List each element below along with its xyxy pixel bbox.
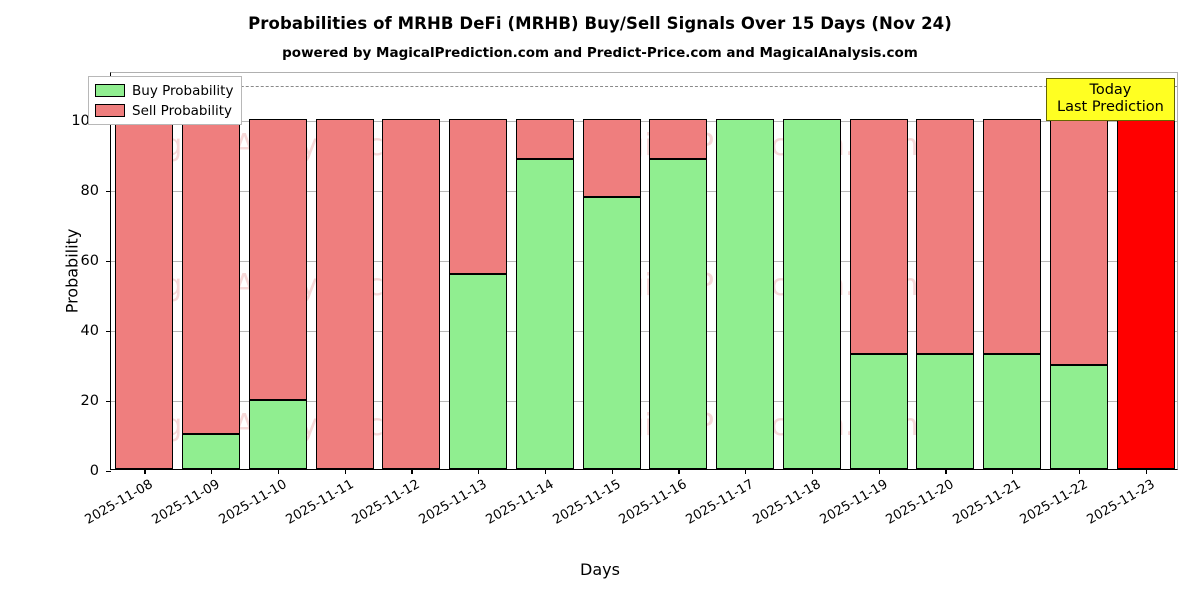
x-tick-mark [211, 469, 213, 474]
bar-column[interactable] [182, 71, 241, 469]
chart-legend: Buy Probability Sell Probability [88, 76, 243, 125]
chart-title: Probabilities of MRHB DeFi (MRHB) Buy/Se… [248, 14, 952, 33]
legend-item[interactable]: Sell Probability [95, 102, 233, 119]
y-tick-mark [106, 331, 111, 333]
x-tick-mark [811, 469, 814, 474]
bar-segment-sell[interactable] [315, 119, 374, 469]
y-tick-label: 40 [80, 323, 99, 339]
legend-swatch-icon [95, 104, 125, 117]
gridline-60 [111, 261, 1177, 262]
today-annotation: Today Last Prediction [1046, 78, 1175, 122]
bars-layer [111, 73, 1177, 469]
plot-area: MagicalAnalysis.comMagicalPrediction.com… [63, 72, 1178, 528]
x-tick-mark [277, 469, 280, 474]
last-prediction-label: Last Prediction [1057, 99, 1164, 116]
gridline-20 [111, 401, 1177, 402]
chart-subtitle: powered by MagicalPrediction.com and Pre… [282, 45, 918, 61]
bar-segment-sell[interactable] [115, 119, 174, 469]
bar-segment-buy[interactable] [248, 400, 307, 469]
bar-segment-buy[interactable] [782, 119, 841, 469]
legend-item[interactable]: Buy Probability [95, 82, 233, 99]
upper-limit-dashed-line [111, 86, 1177, 87]
bar-column[interactable] [1049, 71, 1108, 469]
bar-column[interactable] [782, 71, 841, 469]
bar-column[interactable] [248, 71, 307, 469]
bar-column[interactable] [649, 71, 708, 469]
bar-column[interactable] [716, 71, 775, 469]
x-tick-mark [1145, 469, 1147, 474]
bar-segment-buy[interactable] [716, 119, 775, 469]
legend-label: Buy Probability [132, 82, 234, 99]
y-tick-mark [106, 401, 111, 403]
y-axis-label: Probability [62, 228, 82, 314]
x-tick-mark [411, 469, 413, 474]
bar-column[interactable] [382, 71, 441, 469]
bar-segment-buy[interactable] [916, 354, 975, 469]
bar-segment-sell[interactable] [916, 119, 975, 355]
bar-column[interactable] [983, 71, 1042, 469]
bar-segment-buy[interactable] [849, 354, 908, 469]
bar-segment-buy[interactable] [182, 434, 241, 469]
x-tick-mark [1012, 469, 1014, 474]
bar-column[interactable] [1116, 71, 1175, 469]
bar-segment-sell[interactable] [649, 119, 708, 160]
x-tick-mark [745, 469, 747, 474]
bar-segment-today[interactable] [1116, 119, 1175, 469]
x-tick-mark [611, 469, 613, 474]
bar-column[interactable] [916, 71, 975, 469]
bar-segment-sell[interactable] [515, 119, 574, 160]
x-axis-label: Days [580, 560, 620, 579]
bar-segment-sell[interactable] [849, 119, 908, 355]
bar-segment-sell[interactable] [1049, 119, 1108, 366]
x-tick-mark [878, 469, 880, 474]
x-tick-mark [544, 469, 547, 474]
legend-label: Sell Probability [132, 102, 233, 119]
y-tick-mark [106, 261, 111, 263]
bar-segment-sell[interactable] [182, 119, 241, 434]
bar-segment-buy[interactable] [1049, 365, 1108, 469]
bar-segment-buy[interactable] [449, 274, 508, 469]
bar-column[interactable] [582, 71, 641, 469]
gridline-80 [111, 191, 1177, 192]
x-tick-mark [344, 469, 346, 474]
bar-segment-buy[interactable] [515, 159, 574, 469]
bar-segment-buy[interactable] [582, 197, 641, 469]
bar-segment-buy[interactable] [983, 354, 1042, 469]
x-tick-mark [945, 469, 947, 474]
today-label: Today [1089, 82, 1132, 98]
bar-column[interactable] [849, 71, 908, 469]
y-tick-label: 80 [80, 183, 99, 199]
bar-segment-sell[interactable] [449, 119, 508, 275]
x-tick-mark [1078, 469, 1081, 474]
bar-column[interactable] [515, 71, 574, 469]
bar-column[interactable] [449, 71, 508, 469]
y-tick-mark [106, 471, 111, 473]
bar-segment-sell[interactable] [983, 119, 1042, 355]
x-tick-mark [678, 469, 680, 474]
y-tick-mark [106, 191, 111, 193]
legend-swatch-icon [95, 84, 125, 97]
gridline-40 [111, 331, 1177, 332]
y-tick-label: 60 [80, 253, 99, 269]
bar-segment-buy[interactable] [649, 159, 708, 469]
gridline-100 [111, 121, 1177, 122]
x-tick-mark [478, 469, 480, 474]
y-tick-label: 20 [80, 393, 99, 409]
bar-column[interactable] [115, 71, 174, 469]
y-tick-label: 0 [89, 463, 99, 479]
x-tick-mark [144, 469, 146, 474]
bar-segment-sell[interactable] [382, 119, 441, 469]
bar-segment-sell[interactable] [248, 119, 307, 401]
bar-segment-sell[interactable] [582, 119, 641, 198]
y-tick-label: 100 [71, 113, 99, 129]
bar-column[interactable] [315, 71, 374, 469]
